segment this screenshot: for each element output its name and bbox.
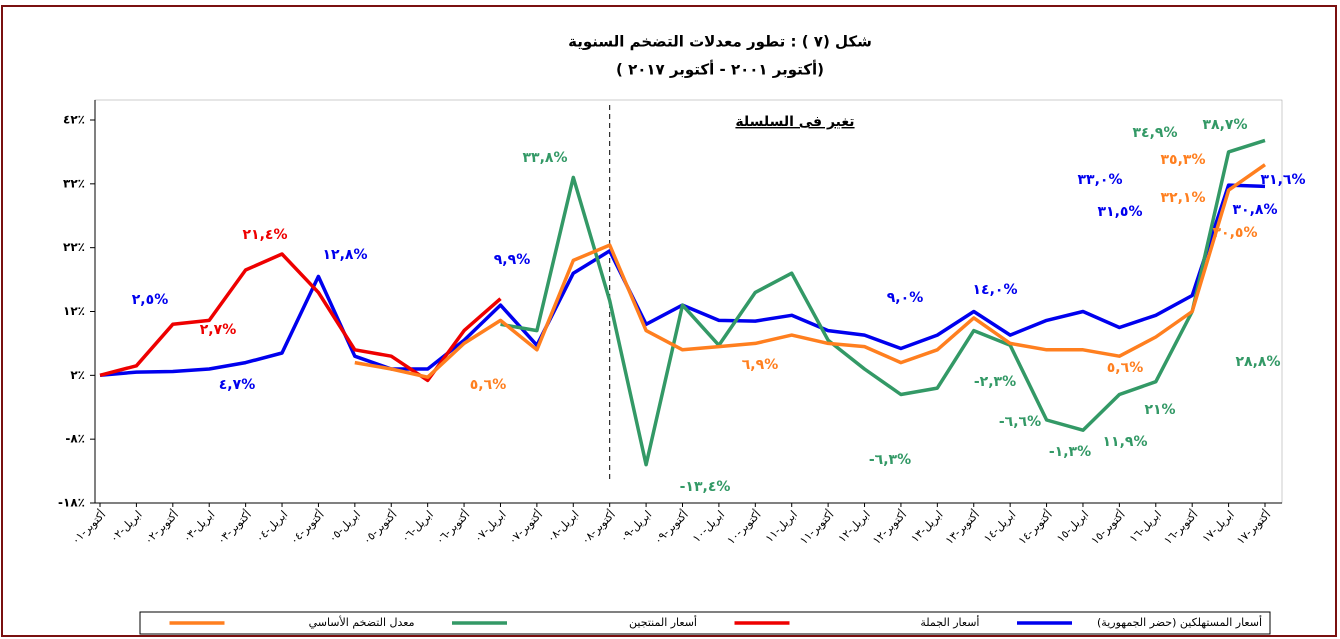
x-tick-label: أكتوبر-٠٧ xyxy=(505,507,545,547)
annotation: ٢١,٤% xyxy=(243,227,288,243)
annotation: ١١,٩% xyxy=(1103,434,1148,450)
x-tick-label: ابريل-٠٦ xyxy=(399,508,436,545)
annotation: ٢١% xyxy=(1144,402,1175,418)
x-tick-label: أكتوبر-٠٢ xyxy=(141,507,181,547)
x-tick-label: أكتوبر-١٦ xyxy=(1161,507,1201,547)
series-line xyxy=(354,163,1267,379)
x-tick-label: أكتوبر-٠٤ xyxy=(287,507,327,547)
series-line xyxy=(99,183,1266,378)
annotation: ٢,٧% xyxy=(200,322,236,338)
x-tick-label: أكتوبر-٠٩ xyxy=(651,507,691,547)
legend-label: أسعار الجملة xyxy=(920,615,979,629)
x-tick-label: ابريل-١٧ xyxy=(1200,508,1237,545)
y-tick-label: -١٨٪ xyxy=(58,496,85,510)
x-tick-label: ابريل-٠٥ xyxy=(326,508,363,545)
annotation: ٥,٦% xyxy=(1107,360,1143,376)
annotation: ٥,٦% xyxy=(470,377,506,393)
annotation: ٣٨,٧% xyxy=(1203,117,1248,133)
y-tick-label: ٢٪ xyxy=(70,368,85,382)
legend-label: أسعار المنتجين xyxy=(629,615,697,629)
y-tick-label: ٢٢٪ xyxy=(63,240,85,254)
legend-label: أسعار المستهلكين (حضر الجمهورية) xyxy=(1097,615,1262,629)
annotation: ٢٨,٨% xyxy=(1236,354,1281,370)
annotation: ٩,٩% xyxy=(494,252,530,268)
annotation: ٣٤,٩% xyxy=(1133,125,1178,141)
x-tick-label: أكتوبر-٠٦ xyxy=(433,507,473,547)
annotation: ٢,٥% xyxy=(132,292,168,308)
annotation: ٤,٧% xyxy=(219,377,255,393)
legend-box xyxy=(139,611,1271,635)
x-tick-label: ابريل-١٤ xyxy=(981,508,1018,545)
annotation: ٩,٠% xyxy=(887,290,923,306)
annotation: ٣٥,٣% xyxy=(1161,152,1206,168)
x-tick-label: ابريل-١٣ xyxy=(909,508,946,545)
x-tick-label: ابريل-١٥ xyxy=(1054,508,1091,545)
annotation: ٣١,٥% xyxy=(1098,204,1143,220)
annotation: ٣٣,٠% xyxy=(1078,172,1123,188)
x-tick-label: أكتوبر-٠٣ xyxy=(214,507,254,547)
x-tick-label: ابريل-٠٨ xyxy=(544,508,581,545)
x-tick-label: ابريل-٠٩ xyxy=(617,508,654,545)
x-tick-label: ابريل-٠٧ xyxy=(472,508,509,545)
annotation: -٢,٣% xyxy=(974,374,1016,390)
x-tick-label: أكتوبر-١١ xyxy=(797,507,837,547)
chart-subtitle: ( أكتوبر ٢٠٠١ - أكتوبر ٢٠١٧) xyxy=(616,60,824,79)
x-tick-label: أكتوبر-١٠ xyxy=(724,507,764,547)
y-tick-label: ٣٢٪ xyxy=(63,176,85,190)
y-tick-label: ٤٢٪ xyxy=(63,113,85,127)
x-tick-label: أكتوبر-١٢ xyxy=(869,507,909,547)
x-tick-label: أكتوبر-١٧ xyxy=(1233,507,1273,547)
x-tick-label: أكتوبر-١٣ xyxy=(942,507,982,547)
frame xyxy=(1,5,1337,637)
annotation: ١٢,٨% xyxy=(323,247,368,263)
annotation: ٦,٩% xyxy=(742,357,778,373)
x-tick-label: أكتوبر-٠٥ xyxy=(360,507,400,547)
annotation: ٣٢,١% xyxy=(1161,190,1206,206)
x-tick-label: أكتوبر-١٤ xyxy=(1015,507,1055,547)
x-tick-label: ابريل-٠٢ xyxy=(108,508,145,545)
annotation: ١٤,٠% xyxy=(973,282,1018,298)
x-tick-label: ابريل-١٠ xyxy=(690,508,727,545)
legend-label: معدل التضخم الأساسي xyxy=(309,615,415,629)
annotation: ٣٠,٥% xyxy=(1213,225,1258,241)
chart-title: شكل (٧ ) : تطور معدلات التضخم السنوية xyxy=(568,33,872,51)
annotation: -٦,٦% xyxy=(999,414,1041,430)
x-tick-label: ابريل-٠٤ xyxy=(253,508,290,545)
series-break-label: تغير فى السلسلة xyxy=(735,114,854,130)
x-tick-label: أكتوبر-٠٨ xyxy=(578,507,618,547)
y-tick-label: ١٢٪ xyxy=(63,304,85,318)
x-tick-label: أكتوبر-١٥ xyxy=(1088,507,1128,547)
x-tick-label: أكتوبر-٠١ xyxy=(68,507,108,547)
x-tick-label: ابريل-١١ xyxy=(763,508,800,545)
annotation: ٣٣,٨% xyxy=(523,150,568,166)
annotation: -١,٣% xyxy=(1049,444,1091,460)
annotation: ٣٠,٨% xyxy=(1233,202,1278,218)
annotation: -١٣,٤% xyxy=(680,479,731,495)
x-tick-label: ابريل-٠٣ xyxy=(180,508,217,545)
annotation: ٣١,٦% xyxy=(1261,172,1306,188)
x-tick-label: ابريل-١٢ xyxy=(836,508,873,545)
y-tick-label: -٨٪ xyxy=(65,432,85,446)
annotation: -٦,٣% xyxy=(869,452,911,468)
series-line xyxy=(500,138,1266,467)
x-tick-label: ابريل-١٦ xyxy=(1127,508,1164,545)
